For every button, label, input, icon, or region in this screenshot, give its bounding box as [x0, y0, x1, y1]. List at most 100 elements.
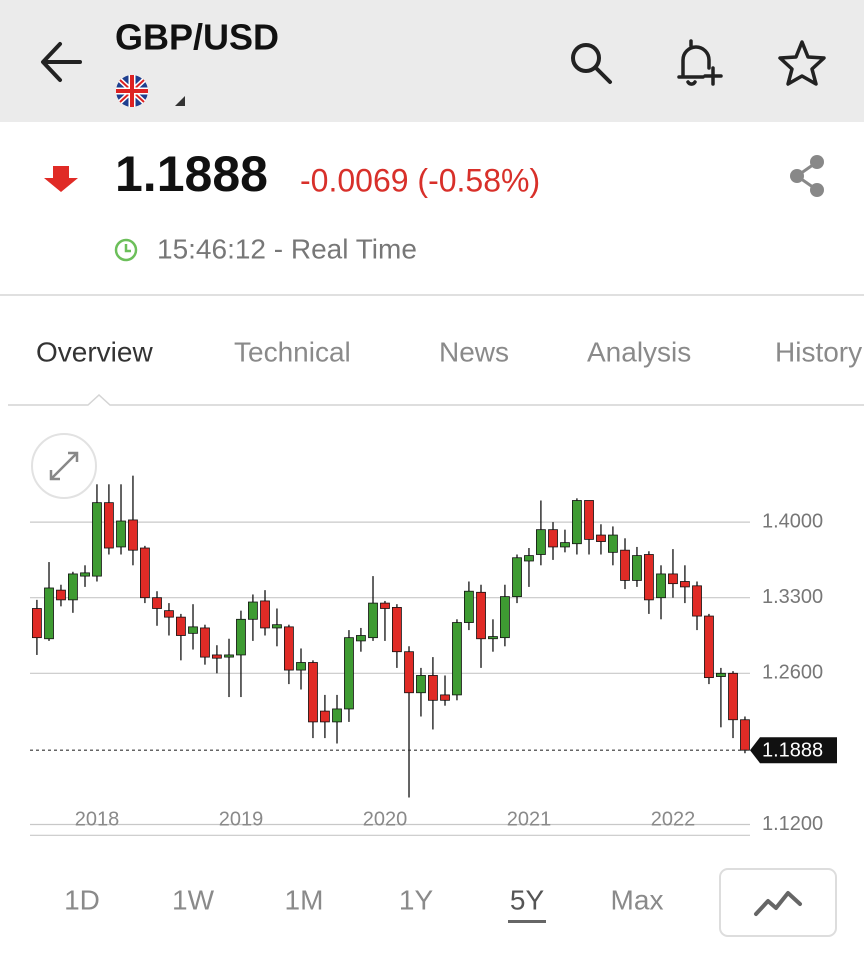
clock-face	[114, 238, 138, 262]
candle-body	[716, 672, 726, 677]
candle-body	[428, 675, 438, 701]
candle-body	[56, 589, 66, 601]
candle-body	[488, 636, 498, 640]
quote-time: 15:46:12 - Real Time	[157, 233, 417, 264]
tab[interactable]: News	[439, 336, 509, 367]
favorite-button[interactable]	[778, 40, 826, 86]
range-button[interactable]: 1M	[285, 884, 324, 915]
candle-body	[536, 529, 546, 555]
range-bar: 1D 1W 1M 1Y 5Y Max	[64, 884, 663, 923]
alert-button[interactable]	[677, 39, 723, 86]
plus-icon	[703, 66, 723, 86]
candle-body	[68, 573, 78, 601]
candle-body	[728, 672, 738, 721]
candle-body	[500, 596, 510, 639]
tab[interactable]: Technical	[234, 336, 351, 367]
range-button[interactable]: 5Y	[510, 884, 545, 915]
candlestick-chart: 1.1200 1.2600 1.3300 1.4000 2018 2019 2020 2021…	[30, 475, 837, 836]
candle-body	[596, 534, 606, 542]
candle-body	[200, 627, 210, 658]
chart-type-button[interactable]	[719, 868, 837, 937]
range-underline	[508, 920, 546, 923]
search-icon	[571, 43, 601, 73]
candle-body	[668, 573, 678, 585]
candle-body	[416, 675, 426, 694]
candle-body	[116, 520, 126, 548]
x-tick-label: 2018	[75, 808, 120, 830]
candle-body	[704, 615, 714, 679]
candle-body	[152, 597, 162, 609]
candle-body	[32, 608, 42, 639]
tab-bar: Overview Technical News Analysis History	[36, 336, 862, 367]
range-button[interactable]: 1D	[64, 884, 100, 915]
candle-body	[572, 500, 582, 545]
candle-body	[224, 654, 234, 658]
search-button[interactable]	[571, 43, 612, 84]
candle-body	[464, 590, 474, 623]
candle-body	[44, 587, 54, 640]
flag-cross-red	[116, 75, 148, 107]
clock-hands	[124, 244, 131, 253]
candle-body	[344, 637, 354, 710]
candle-body	[308, 662, 318, 723]
candle-body	[368, 602, 378, 639]
candle-body	[248, 601, 258, 620]
candle-body	[92, 502, 102, 577]
candle-body	[680, 581, 690, 588]
range-button[interactable]: 1W	[172, 884, 215, 915]
clock-icon	[114, 238, 138, 262]
candle-body	[440, 694, 450, 701]
candle-body	[332, 708, 342, 723]
candle-body	[128, 519, 138, 551]
candle-body	[320, 710, 330, 723]
share-lines	[794, 160, 818, 192]
candle-body	[80, 572, 90, 577]
down-arrow	[44, 166, 78, 192]
candle-body	[644, 554, 654, 601]
candle-body	[236, 618, 246, 656]
candle-body	[620, 549, 630, 581]
candle-body	[656, 573, 666, 599]
candle-body	[284, 626, 294, 671]
candle-body	[380, 602, 390, 609]
tab[interactable]: Analysis	[587, 336, 691, 367]
candle-body	[164, 610, 174, 618]
y-tick-label: 1.2600	[762, 662, 823, 684]
y-tick-label: 1.1200	[762, 813, 823, 835]
range-button[interactable]: 1Y	[399, 884, 434, 915]
x-tick-label: 2021	[507, 808, 552, 830]
candle-body	[104, 502, 114, 549]
back-button[interactable]	[41, 42, 82, 82]
candle-body	[692, 585, 702, 617]
share-button[interactable]	[790, 155, 824, 197]
candle-body	[140, 547, 150, 599]
flag[interactable]	[116, 75, 185, 107]
tab[interactable]: Overview	[36, 336, 153, 367]
candle-body	[560, 542, 570, 548]
tab[interactable]: History	[775, 336, 862, 367]
bell-icon	[677, 39, 711, 86]
back-arrow	[41, 42, 82, 82]
y-tick-label: 1.3300	[762, 586, 823, 608]
range-button[interactable]: Max	[611, 884, 664, 915]
candle-body	[632, 555, 642, 581]
candle-body	[524, 555, 534, 562]
candle-body	[272, 624, 282, 629]
candle-body	[296, 662, 306, 671]
chart-type-icon	[754, 891, 802, 916]
candle-body	[476, 591, 486, 640]
candle-body	[584, 500, 594, 540]
x-tick-label: 2022	[651, 808, 696, 830]
price: 1.1888	[115, 146, 268, 202]
x-tick-label: 2019	[219, 808, 264, 830]
candle-body	[608, 534, 618, 553]
expand-button[interactable]	[31, 433, 97, 499]
instrument-title: GBP/USD	[115, 17, 279, 58]
candle-body	[176, 616, 186, 636]
candle-body	[404, 651, 414, 694]
current-price-flag	[750, 737, 837, 764]
current-price-label: 1.1888	[762, 739, 823, 761]
x-tick-label: 2020	[363, 808, 408, 830]
price-change: -0.0069 (-0.58%)	[300, 162, 540, 198]
